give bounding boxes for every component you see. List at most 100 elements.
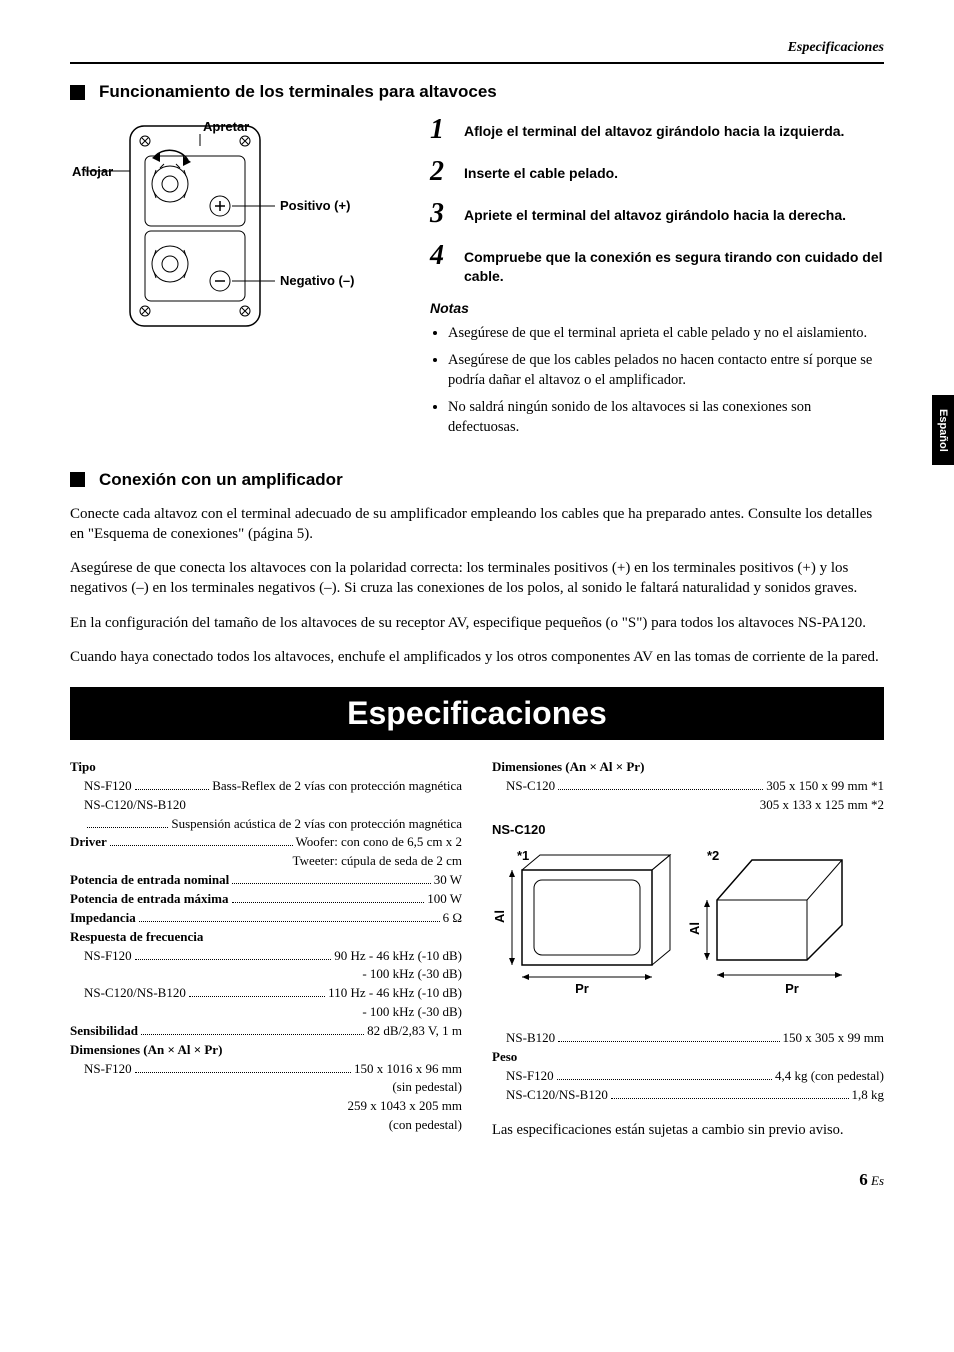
spec-label: NS-C120/NS-B120 [84,796,462,815]
step-text: Afloje el terminal del altavoz girándolo… [464,116,844,141]
label-tighten: Apretar [203,119,249,134]
page-section-header: Especificaciones [70,40,884,56]
dim-chart-head: NS-C120 [492,821,884,840]
label-negative: Negativo (–) [280,273,354,288]
spec-label: NS-F120 [84,947,132,966]
step-text: Inserte el cable pelado. [464,158,618,183]
label-positive: Positivo (+) [280,198,350,213]
spec-value: 110 Hz - 46 kHz (-10 dB) [328,984,462,1003]
step-num: 1 [430,116,450,144]
section-terminals-head: Funcionamiento de los terminales para al… [70,82,884,102]
step-2: 2 Inserte el cable pelado. [430,158,884,186]
body-paragraph: Asegúrese de que conecta los altavoces c… [70,558,884,599]
svg-text:*1: *1 [517,848,529,863]
spec-value: 82 dB/2,83 V, 1 m [367,1022,462,1041]
spec-line: NS-F1204,4 kg (con pedestal) [506,1067,884,1086]
spec-title-bar: Especificaciones [70,687,884,740]
spec-label: NS-C120/NS-B120 [84,984,186,1003]
spec-line: Suspensión acústica de 2 vías con protec… [84,815,462,834]
spec-value: Woofer: con cono de 6,5 cm x 2 [296,833,462,852]
spec-value: - 100 kHz (-30 dB) [70,965,462,984]
spec-line: NS-F120 Bass-Reflex de 2 vías con protecc… [84,777,462,796]
spec-value: Tweeter: cúpula de seda de 2 cm [70,852,462,871]
spec-line: Potencia de entrada nominal 30 W [70,871,462,890]
spec-label: Potencia de entrada nominal [70,871,229,890]
spec-line: Impedancia 6 Ω [70,909,462,928]
svg-text:Pr: Pr [785,981,799,996]
section-amp-head: Conexión con un amplificador [70,470,884,490]
language-tab: Español [932,395,954,465]
bullet-square [70,472,85,487]
spec-label: NS-F120 [84,777,132,796]
spec-columns: Tipo NS-F120 Bass-Reflex de 2 vías con pr… [70,758,884,1140]
spec-title: Especificaciones [70,695,884,732]
spec-line: NS-F120 90 Hz - 46 kHz (-10 dB) [84,947,462,966]
spec-line: NS-C120/NS-B120 110 Hz - 46 kHz (-10 dB) [84,984,462,1003]
spec-value: (con pedestal) [70,1116,462,1135]
spec-head-dim: Dimensiones (An × Al × Pr) [70,1041,462,1060]
notes-heading: Notas [430,300,884,316]
spec-line: NS-C120 305 x 150 x 99 mm *1 [506,777,884,796]
spec-left: Tipo NS-F120 Bass-Reflex de 2 vías con pr… [70,758,462,1140]
svg-text:*2: *2 [707,848,719,863]
svg-text:Al: Al [492,910,507,923]
svg-text:Al: Al [687,922,702,935]
spec-value: 150 x 305 x 99 mm [783,1029,884,1048]
spec-value: 100 W [427,890,462,909]
spec-line: NS-C120/NS-B120 1,8 kg [506,1086,884,1105]
spec-head-peso: Peso [492,1048,884,1067]
spec-label: NS-C120 [506,777,555,796]
note-item: Asegúrese de que el terminal aprieta el … [448,324,884,344]
spec-label: NS-B120 [506,1029,555,1048]
spec-value: 259 x 1043 x 205 mm [70,1097,462,1116]
notes-list: Asegúrese de que el terminal aprieta el … [448,324,884,438]
spec-line: Sensibilidad82 dB/2,83 V, 1 m [70,1022,462,1041]
spec-value: 1,8 kg [852,1086,885,1105]
section-title: Conexión con un amplificador [99,470,343,490]
spec-label: NS-F120 [84,1060,132,1079]
bullet-square [70,85,85,100]
step-num: 3 [430,200,450,228]
step-1: 1 Afloje el terminal del altavoz girándo… [430,116,884,144]
spec-line: Driver Woofer: con cono de 6,5 cm x 2 [70,833,462,852]
spec-value: 150 x 1016 x 96 mm [354,1060,462,1079]
note-item: Asegúrese de que los cables pelados no h… [448,351,884,390]
spec-label: Impedancia [70,909,136,928]
step-3: 3 Apriete el terminal del altavoz giránd… [430,200,884,228]
body-paragraph: Conecte cada altavoz con el terminal ade… [70,504,884,545]
spec-value: (sin pedestal) [70,1078,462,1097]
spec-value: - 100 kHz (-30 dB) [70,1003,462,1022]
note-item: No saldrá ningún sonido de los altavoces… [448,398,884,437]
body-paragraph: En la configuración del tamaño de los al… [70,613,884,633]
spec-value: 30 W [434,871,462,890]
step-text: Apriete el terminal del altavoz girándol… [464,200,846,225]
spec-head-tipo: Tipo [70,758,462,777]
body-paragraph: Cuando haya conectado todos los altavoce… [70,647,884,667]
spec-value: Bass-Reflex de 2 vías con protección mag… [212,777,462,796]
page-number-suffix: Es [868,1173,884,1188]
step-4: 4 Compruebe que la conexión es segura ti… [430,242,884,286]
spec-value: 305 x 150 x 99 mm *1 [766,777,884,796]
spec-value: Suspensión acústica de 2 vías con protec… [171,815,462,834]
header-rule [70,62,884,64]
spec-footer-note: Las especificaciones están sujetas a cam… [492,1121,884,1141]
terminal-diagram: Aflojar Apretar Positivo (+) Negativo (–… [70,116,400,446]
dimensions-diagram: *1 Al Pr *2 Al Pr [492,845,852,1015]
step-num: 2 [430,158,450,186]
spec-line: NS-B120 150 x 305 x 99 mm [506,1029,884,1048]
label-loosen: Aflojar [72,164,113,179]
spec-right: Dimensiones (An × Al × Pr) NS-C120305 x … [492,758,884,1140]
spec-line: Potencia de entrada máxima 100 W [70,890,462,909]
svg-text:Pr: Pr [575,981,589,996]
spec-label: NS-F120 [506,1067,554,1086]
spec-value: 90 Hz - 46 kHz (-10 dB) [334,947,462,966]
page-number: 6 Es [70,1170,884,1190]
step-text: Compruebe que la conexión es segura tira… [464,242,884,286]
terminals-row: Aflojar Apretar Positivo (+) Negativo (–… [70,116,884,446]
spec-value: 305 x 133 x 125 mm *2 [492,796,884,815]
spec-head-resp: Respuesta de frecuencia [70,928,462,947]
spec-label: NS-C120/NS-B120 [506,1086,608,1105]
spec-label: Driver [70,833,107,852]
spec-label: Potencia de entrada máxima [70,890,229,909]
spec-value: 6 Ω [443,909,462,928]
